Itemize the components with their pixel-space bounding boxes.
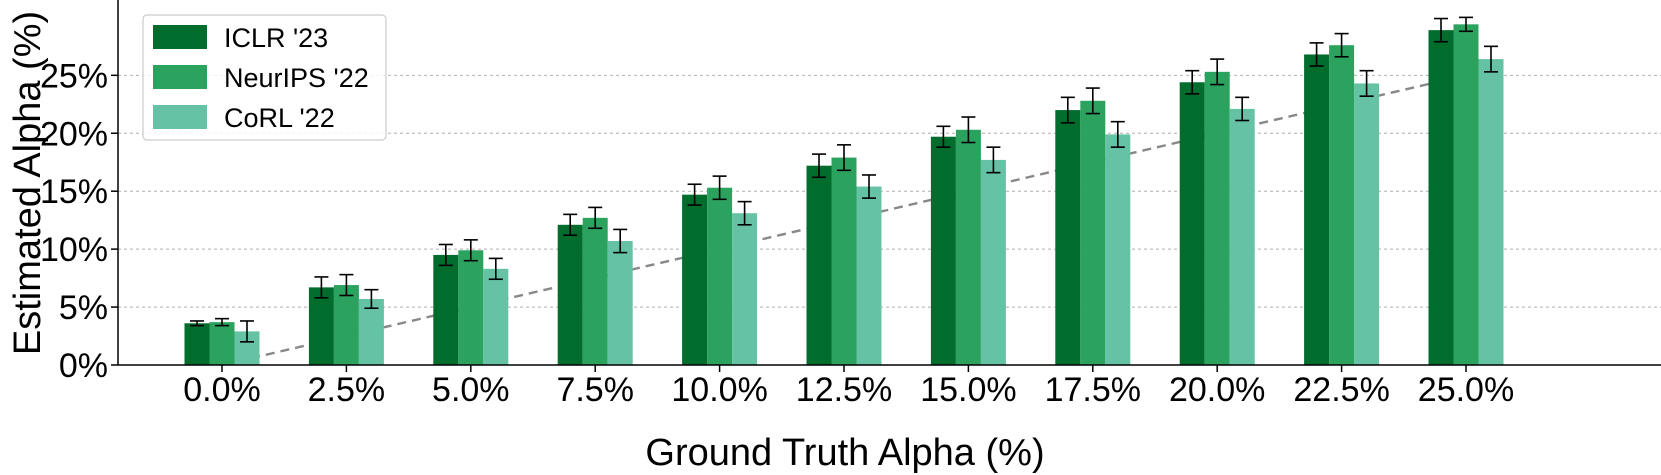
grid-lines (118, 74, 1661, 308)
x-tick-label: 2.5% (308, 371, 386, 409)
x-tick-label: 12.5% (796, 371, 892, 409)
error-bar-3-0.0% (240, 320, 254, 343)
legend-swatch-3 (153, 105, 207, 129)
legend-label-1: ICLR '23 (224, 23, 328, 53)
y-axis-label: Estimated Alpha (%) (7, 11, 49, 355)
legend-swatch-2 (153, 65, 207, 89)
error-bar-1-2.5% (314, 276, 329, 299)
error-bar-1-10.0% (687, 183, 702, 206)
error-bars-layer (190, 16, 1498, 343)
error-bar-2-20.0% (1210, 58, 1225, 86)
error-bar-2-15.0% (961, 116, 976, 144)
bar-1-17.5% (1055, 110, 1081, 365)
bar-3-10.0% (732, 213, 758, 365)
error-bar-2-12.5% (837, 144, 851, 172)
x-tick-label: 15.0% (920, 371, 1016, 409)
x-tick-label: 7.5% (556, 371, 634, 409)
bar-2-10.0% (707, 187, 733, 365)
y-tick-label: 10% (40, 231, 108, 269)
error-bar-3-17.5% (1110, 120, 1125, 148)
y-tick-labels: 0% 5% 10% 15% 20% 25% (40, 57, 118, 385)
bar-3-12.5% (856, 186, 882, 365)
bar-1-7.5% (557, 224, 583, 365)
error-bar-2-7.5% (588, 206, 603, 230)
legend-label-3: CoRL '22 (224, 103, 335, 133)
x-tick-labels: 0.0% 2.5% 5.0% 7.5% 10.0% 12.5% 15.0% 17.5% 20.0… (183, 365, 1514, 409)
error-bar-1-22.5% (1309, 42, 1324, 67)
error-bar-2-5.0% (463, 239, 478, 262)
bar-3-25.0% (1478, 59, 1504, 365)
bar-3-2.5% (358, 298, 384, 365)
bar-3-20.0% (1229, 108, 1255, 366)
bar-1-5.0% (433, 254, 459, 365)
bar-3-22.5% (1354, 83, 1380, 365)
error-bar-1-17.5% (1060, 96, 1075, 124)
error-bar-3-15.0% (986, 146, 1001, 174)
y-tick-label: 0% (59, 347, 108, 385)
bar-2-22.5% (1329, 45, 1355, 365)
error-bar-3-22.5% (1359, 69, 1374, 97)
bar-3-15.0% (980, 159, 1006, 365)
error-bar-1-15.0% (936, 125, 951, 148)
x-tick-label: 0.0% (183, 371, 261, 409)
legend-label-2: NeurIPS '22 (224, 63, 369, 93)
error-bar-3-10.0% (737, 200, 752, 226)
x-axis-label: Ground Truth Alpha (%) (645, 432, 1044, 474)
bar-1-25.0% (1428, 30, 1454, 365)
bar-3-5.0% (483, 268, 509, 365)
bar-1-22.5% (1304, 54, 1330, 365)
error-bar-2-0.0% (215, 317, 229, 327)
error-bar-3-2.5% (364, 288, 379, 310)
x-tick-label: 10.0% (671, 371, 767, 409)
error-bar-1-0.0% (190, 320, 204, 327)
error-bar-3-7.5% (613, 228, 628, 254)
axes (117, 0, 1661, 366)
y-tick-label: 25% (40, 57, 108, 95)
y-tick-label: 20% (40, 115, 108, 153)
bar-2-15.0% (955, 129, 981, 365)
error-bar-1-20.0% (1185, 69, 1200, 95)
error-bar-2-17.5% (1085, 87, 1100, 115)
error-bar-2-10.0% (712, 175, 727, 201)
bar-2-7.5% (582, 217, 608, 365)
y-tick-label: 5% (59, 289, 108, 327)
error-bar-3-20.0% (1235, 96, 1250, 122)
bar-2-0.0% (209, 322, 235, 365)
bar-1-0.0% (184, 323, 210, 365)
error-bar-3-5.0% (488, 257, 503, 281)
error-bar-3-12.5% (862, 174, 876, 199)
x-tick-label: 20.0% (1169, 371, 1265, 409)
bar-3-17.5% (1105, 134, 1131, 365)
y-tick-label: 15% (40, 173, 108, 211)
legend-swatch-1 (153, 25, 207, 49)
bar-1-20.0% (1179, 82, 1205, 366)
bar-1-2.5% (308, 287, 334, 365)
bar-2-5.0% (458, 250, 484, 365)
bars-layer (184, 24, 1504, 366)
bar-1-12.5% (806, 165, 832, 365)
x-tick-label: 22.5% (1293, 371, 1389, 409)
error-bar-3-25.0% (1484, 45, 1498, 73)
bar-3-7.5% (607, 241, 633, 365)
bar-1-15.0% (930, 136, 956, 365)
bar-2-12.5% (831, 157, 857, 365)
error-bar-2-22.5% (1334, 32, 1349, 58)
bar-1-10.0% (682, 194, 708, 365)
bar-2-20.0% (1204, 71, 1230, 365)
bar-2-25.0% (1453, 24, 1479, 365)
error-bar-1-12.5% (812, 153, 826, 179)
x-tick-label: 17.5% (1045, 371, 1141, 409)
bar-2-2.5% (333, 285, 359, 365)
bar-2-17.5% (1080, 100, 1106, 366)
x-tick-label: 25.0% (1418, 371, 1514, 409)
error-bar-1-7.5% (563, 213, 578, 237)
error-bar-2-25.0% (1459, 16, 1473, 33)
error-bar-2-2.5% (339, 273, 354, 297)
error-bar-1-5.0% (438, 243, 453, 267)
error-bar-1-25.0% (1434, 17, 1448, 43)
legend: ICLR '23 NeurIPS '22 CoRL '22 (142, 14, 387, 141)
x-tick-label: 5.0% (432, 371, 510, 409)
